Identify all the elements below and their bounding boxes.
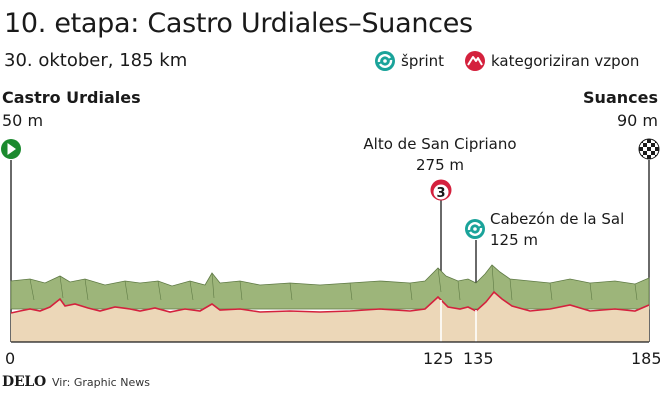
climb-category-text: 3 (436, 186, 445, 201)
profile-top-band (10, 264, 650, 310)
finish-town-name: Suances (583, 88, 658, 107)
profile-ridges (29, 264, 638, 301)
finish-altitude: 90 m (616, 111, 658, 130)
climb-category-badge: 3 (430, 179, 452, 201)
profile-front-face (11, 292, 649, 342)
legend-climb: kategoriziran vzpon (464, 50, 639, 72)
climb-label: Alto de San Cipriano 275 m (354, 134, 526, 176)
axis-tick-135: 135 (463, 349, 494, 368)
legend-climb-label: kategoriziran vzpon (491, 52, 640, 70)
start-altitude: 50 m (2, 111, 44, 130)
stage-subtitle: 30. oktober, 185 km (4, 50, 188, 71)
source-credit: Vir: Graphic News (52, 376, 150, 389)
mountain-climb-icon (465, 51, 485, 71)
axis-tick-0: 0 (5, 349, 16, 368)
climb-altitude: 275 m (415, 156, 464, 174)
legend-sprint: šprint (374, 50, 444, 72)
page-title: 10. etapa: Castro Urdiales–Suances (4, 8, 473, 39)
checkered-flag-icon (638, 138, 660, 160)
axis-tick-185: 185 (631, 349, 660, 368)
sprint-marker-icon (465, 219, 485, 239)
profile-altitude-line (10, 290, 650, 314)
start-town-name: Castro Urdiales (2, 88, 141, 107)
start-arrow-icon (1, 139, 21, 159)
legend-sprint-label: šprint (401, 52, 445, 70)
climb-name: Alto de San Cipriano (363, 135, 517, 153)
sprint-altitude: 125 m (490, 231, 539, 249)
sprint-icon (375, 51, 395, 71)
axis-tick-125: 125 (423, 349, 454, 368)
publisher-logo: DELO (2, 374, 47, 390)
sprint-name: Cabezón de la Sal (490, 210, 625, 228)
sprint-label: Cabezón de la Sal 125 m (490, 209, 624, 251)
